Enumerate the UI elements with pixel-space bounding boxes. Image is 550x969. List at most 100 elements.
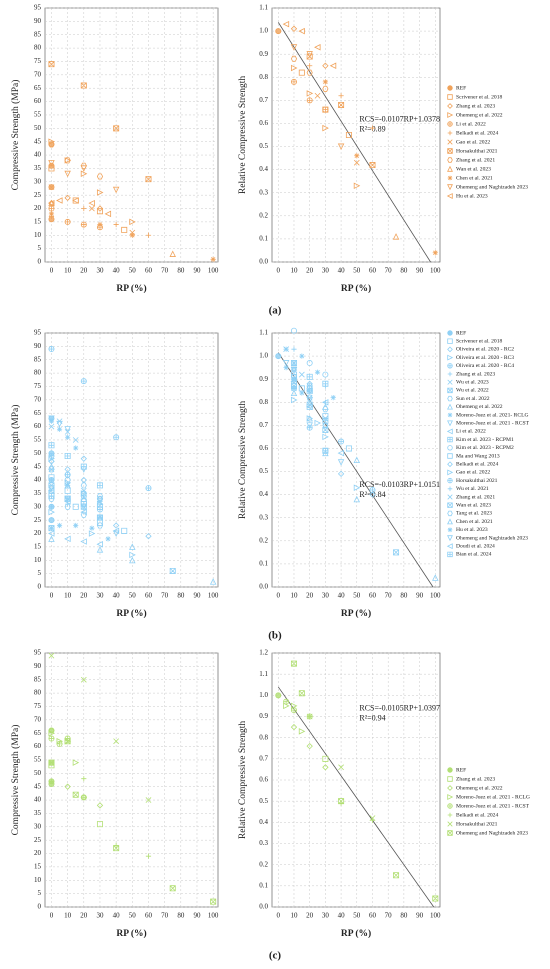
data-point bbox=[283, 346, 289, 352]
x-tick-label: 80 bbox=[177, 592, 185, 600]
data-point bbox=[96, 821, 103, 828]
x-tick-label: 0 bbox=[50, 912, 54, 920]
x-tick-label: 60 bbox=[145, 912, 153, 920]
legend-marker bbox=[447, 502, 453, 508]
y-tick-label: 80 bbox=[34, 44, 42, 52]
data-point bbox=[275, 692, 282, 699]
y-tick-label: 55 bbox=[34, 111, 42, 119]
x-tick-label: 20 bbox=[80, 912, 88, 920]
x-tick-label: 70 bbox=[161, 592, 169, 600]
plot-area bbox=[271, 7, 441, 263]
legend-label: Zhang et al. 2023 bbox=[456, 371, 495, 377]
legend-label: Moreno-Juez et al. 2021 - RCLG bbox=[456, 794, 530, 800]
legend-label: Ohemeng and Naghizadeh 2023 bbox=[456, 184, 528, 190]
x-tick-label: 20 bbox=[306, 912, 314, 920]
data-point bbox=[48, 504, 55, 510]
data-point bbox=[73, 522, 79, 529]
data-point bbox=[282, 360, 290, 367]
panel-label: (a) bbox=[269, 305, 282, 317]
legend-marker bbox=[447, 436, 453, 443]
y-axis-label: Compressive Strength (MPa) bbox=[10, 725, 21, 836]
legend-marker bbox=[447, 477, 453, 484]
regression-annotation: RCS=-0.0105RP+1.0397 bbox=[359, 704, 440, 713]
y-tick-label: 85 bbox=[34, 675, 42, 683]
data-point bbox=[290, 380, 297, 387]
y-tick-label: 50 bbox=[34, 449, 42, 457]
x-tick-label: 100 bbox=[430, 267, 441, 275]
data-point bbox=[80, 463, 87, 470]
y-tick-label: 30 bbox=[34, 502, 42, 510]
y-tick-label: 50 bbox=[34, 769, 42, 777]
data-point bbox=[113, 434, 120, 441]
y-tick-label: 0.3 bbox=[259, 188, 268, 196]
legend-marker bbox=[447, 510, 453, 517]
legend-label: Horsakulthai 2021 bbox=[456, 821, 498, 827]
data-point bbox=[48, 141, 55, 148]
data-point bbox=[306, 97, 313, 104]
y-tick-label: 0.0 bbox=[259, 583, 268, 591]
y-tick-label: 10 bbox=[34, 876, 42, 884]
data-point bbox=[96, 540, 103, 548]
panel-label: (b) bbox=[268, 630, 282, 642]
data-point bbox=[290, 707, 297, 714]
legend-label: Belkadi et al. 2024 bbox=[456, 130, 498, 136]
x-tick-label: 70 bbox=[385, 912, 393, 920]
data-point bbox=[337, 143, 345, 151]
data-point bbox=[330, 395, 336, 401]
x-axis-label: RP (%) bbox=[116, 608, 146, 619]
y-tick-label: 0.5 bbox=[259, 142, 268, 150]
legend-marker bbox=[446, 543, 453, 550]
data-point bbox=[210, 898, 217, 905]
x-tick-label: 20 bbox=[80, 592, 88, 600]
data-point bbox=[322, 124, 329, 132]
legend-marker bbox=[447, 121, 453, 127]
x-axis-label: RP (%) bbox=[116, 283, 146, 294]
y-tick-label: 1.1 bbox=[259, 670, 268, 678]
y-tick-label: 15 bbox=[34, 218, 42, 226]
data-point bbox=[112, 527, 120, 535]
legend-label: Oliveira et al. 2020 - RC2 bbox=[456, 347, 514, 353]
trend-line bbox=[277, 352, 434, 588]
data-point bbox=[306, 69, 313, 76]
data-point bbox=[298, 385, 305, 392]
legend-label: Ohemeng et al. 2022 bbox=[456, 404, 503, 410]
y-tick-label: 10 bbox=[34, 231, 42, 239]
legend-label: Wan et al. 2023 bbox=[456, 502, 491, 508]
data-point bbox=[96, 495, 103, 502]
data-point bbox=[306, 422, 313, 429]
y-tick-label: 0.5 bbox=[259, 797, 268, 805]
data-point bbox=[369, 491, 376, 498]
legend-label: Zhang et al. 2023 bbox=[456, 103, 495, 109]
x-tick-label: 50 bbox=[353, 267, 361, 275]
legend-label: Scrivener et al. 2018 bbox=[456, 338, 502, 344]
data-point bbox=[337, 459, 345, 466]
y-tick-label: 85 bbox=[34, 30, 42, 38]
x-axis-label: RP (%) bbox=[341, 283, 371, 294]
data-point bbox=[48, 165, 55, 172]
data-point bbox=[89, 525, 95, 531]
data-point bbox=[290, 64, 298, 72]
data-point bbox=[64, 783, 71, 790]
x-tick-label: 60 bbox=[369, 592, 377, 600]
data-point bbox=[97, 221, 103, 228]
y-axis-label: Compressive Strength (MPa) bbox=[10, 405, 21, 516]
y-tick-label: 90 bbox=[34, 17, 42, 25]
data-point bbox=[64, 452, 71, 459]
data-point bbox=[121, 527, 128, 534]
y-tick-label: 5 bbox=[38, 569, 42, 577]
legend-label: Scrivener et al. 2018 bbox=[456, 94, 502, 100]
legend-marker bbox=[447, 395, 453, 402]
data-point bbox=[306, 90, 314, 97]
legend-marker bbox=[447, 130, 453, 136]
data-point bbox=[129, 218, 136, 226]
legend-label: Moreno-Juez et al. 2021 - RCST bbox=[456, 803, 530, 809]
data-point bbox=[298, 69, 305, 76]
data-point bbox=[81, 493, 87, 499]
y-tick-label: 25 bbox=[34, 516, 42, 524]
legend-marker bbox=[447, 527, 453, 533]
data-point bbox=[322, 85, 329, 92]
legend-label: Hu et al. 2023 bbox=[456, 527, 488, 533]
x-tick-label: 0 bbox=[277, 592, 281, 600]
data-point bbox=[64, 487, 71, 494]
data-point bbox=[290, 371, 297, 378]
